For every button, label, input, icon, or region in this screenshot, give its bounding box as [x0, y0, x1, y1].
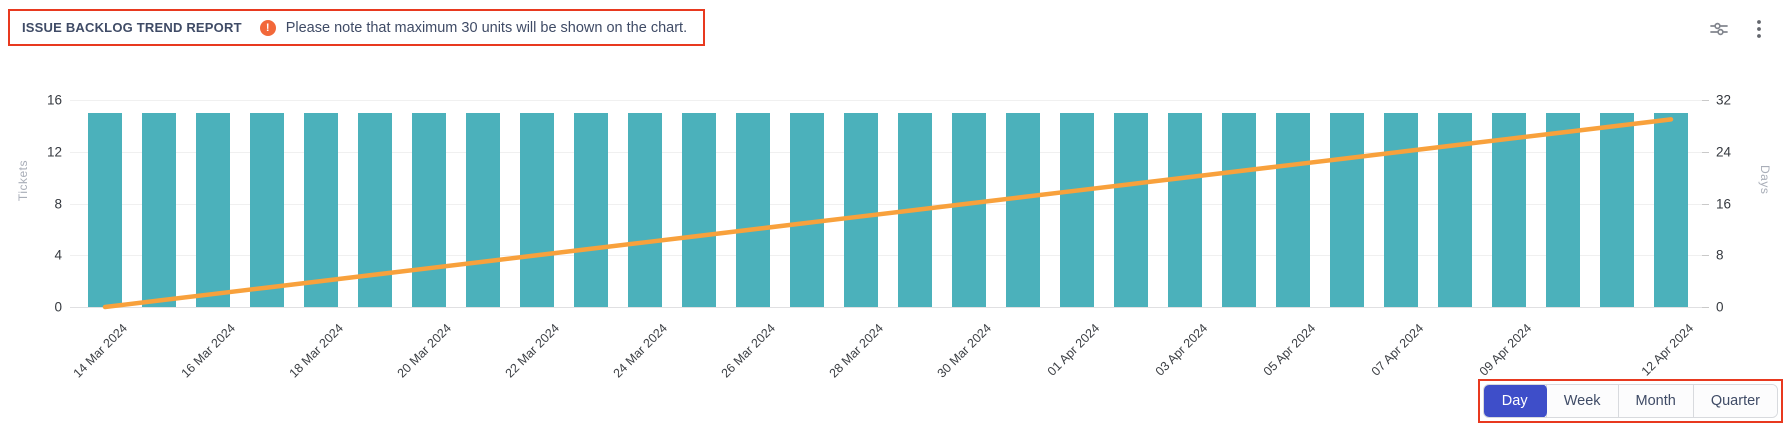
x-axis-label: 05 Apr 2024 — [1260, 321, 1318, 379]
bar-22-mar-2024[interactable] — [520, 112, 554, 307]
x-axis-label: 24 Mar 2024 — [610, 321, 670, 381]
period-toggle-annotation: Day Week Month Quarter — [1477, 379, 1783, 423]
right-axis-tickmark — [1702, 307, 1709, 308]
bar-11-apr-2024[interactable] — [1600, 112, 1634, 307]
bar-28-mar-2024[interactable] — [844, 112, 878, 307]
bar-09-apr-2024[interactable] — [1492, 112, 1526, 307]
bar-10-apr-2024[interactable] — [1546, 112, 1580, 307]
gridline — [70, 100, 1702, 101]
period-button-day[interactable]: Day — [1483, 385, 1547, 417]
x-axis-label: 03 Apr 2024 — [1152, 321, 1210, 379]
right-axis-title: Days — [1758, 165, 1772, 195]
left-axis-tick-label: 16 — [46, 92, 62, 108]
bar-02-apr-2024[interactable] — [1114, 112, 1148, 307]
x-axis-label: 09 Apr 2024 — [1476, 321, 1534, 379]
bar-18-mar-2024[interactable] — [304, 112, 338, 307]
x-axis-label: 20 Mar 2024 — [394, 321, 454, 381]
right-axis-tick-label: 24 — [1716, 144, 1732, 160]
report-header: ISSUE BACKLOG TREND REPORT ! Please note… — [8, 9, 706, 46]
bar-30-mar-2024[interactable] — [952, 112, 986, 307]
filter-sliders-icon[interactable] — [1706, 16, 1732, 42]
bar-08-apr-2024[interactable] — [1438, 112, 1472, 307]
bar-17-mar-2024[interactable] — [250, 112, 284, 307]
bar-25-mar-2024[interactable] — [682, 112, 716, 307]
bar-29-mar-2024[interactable] — [898, 112, 932, 307]
right-axis-tickmark — [1702, 100, 1709, 101]
bar-31-mar-2024[interactable] — [1006, 112, 1040, 307]
left-axis-title: Tickets — [16, 160, 30, 202]
bar-05-apr-2024[interactable] — [1276, 112, 1310, 307]
left-axis-tick-label: 4 — [54, 247, 62, 263]
bar-27-mar-2024[interactable] — [790, 112, 824, 307]
chart-toolbar — [1706, 16, 1764, 42]
x-axis-label: 16 Mar 2024 — [178, 321, 238, 381]
right-axis-tick-label: 8 — [1716, 247, 1724, 263]
x-axis-label: 14 Mar 2024 — [70, 321, 130, 381]
bar-14-mar-2024[interactable] — [88, 112, 122, 307]
x-axis-label: 01 Apr 2024 — [1044, 321, 1102, 379]
x-axis-label: 26 Mar 2024 — [718, 321, 778, 381]
right-axis-tickmark — [1702, 151, 1709, 153]
bar-16-mar-2024[interactable] — [196, 112, 230, 307]
x-axis-label: 18 Mar 2024 — [286, 321, 346, 381]
x-axis-label: 30 Mar 2024 — [934, 321, 994, 381]
bar-06-apr-2024[interactable] — [1330, 112, 1364, 307]
x-axis-label: 28 Mar 2024 — [826, 321, 886, 381]
left-axis-tick-label: 12 — [46, 144, 62, 160]
x-axis-label: 22 Mar 2024 — [502, 321, 562, 381]
bar-26-mar-2024[interactable] — [736, 112, 770, 307]
right-axis-tick-label: 16 — [1716, 196, 1732, 211]
period-toggle-group: Day Week Month Quarter — [1482, 384, 1778, 418]
kebab-menu-icon[interactable] — [1754, 16, 1764, 42]
right-axis-tickmark — [1702, 255, 1709, 257]
bar-01-apr-2024[interactable] — [1060, 112, 1094, 307]
report-title: ISSUE BACKLOG TREND REPORT — [22, 20, 242, 35]
right-axis-tick-label: 32 — [1716, 92, 1732, 108]
left-axis-tick-label: 0 — [54, 299, 62, 315]
bar-20-mar-2024[interactable] — [412, 112, 446, 307]
left-axis-tick-label: 8 — [54, 196, 62, 211]
max-units-note: Please note that maximum 30 units will b… — [285, 19, 688, 36]
gridline — [70, 307, 1702, 308]
x-axis-label: 12 Apr 2024 — [1638, 321, 1696, 379]
bar-21-mar-2024[interactable] — [466, 112, 500, 307]
bar-07-apr-2024[interactable] — [1384, 112, 1418, 307]
period-button-quarter[interactable]: Quarter — [1692, 385, 1777, 417]
right-axis-tickmark — [1702, 203, 1709, 205]
bar-23-mar-2024[interactable] — [574, 112, 608, 307]
bar-15-mar-2024[interactable] — [142, 112, 176, 307]
x-axis-label: 07 Apr 2024 — [1368, 321, 1426, 379]
bar-04-apr-2024[interactable] — [1222, 112, 1256, 307]
bar-12-apr-2024[interactable] — [1654, 112, 1688, 307]
period-button-month[interactable]: Month — [1617, 385, 1693, 417]
right-axis-tick-label: 0 — [1716, 299, 1724, 315]
bar-03-apr-2024[interactable] — [1168, 112, 1202, 307]
bar-24-mar-2024[interactable] — [628, 112, 662, 307]
warning-icon: ! — [259, 19, 276, 36]
period-button-week[interactable]: Week — [1545, 385, 1618, 417]
bar-19-mar-2024[interactable] — [358, 112, 392, 307]
